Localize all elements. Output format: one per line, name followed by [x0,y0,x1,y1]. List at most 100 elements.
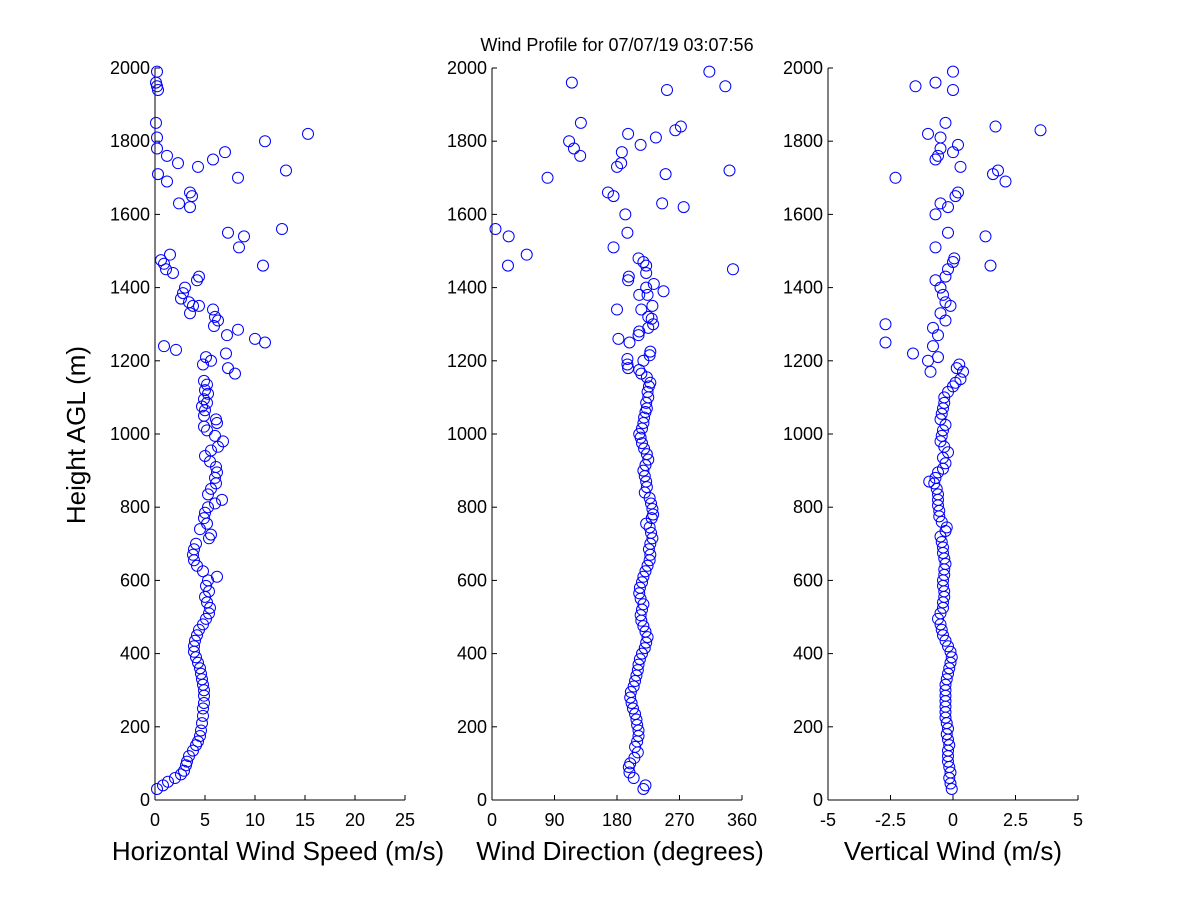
data-point-speed [204,601,216,614]
data-point-direction [632,329,645,342]
data-point-direction [489,223,502,236]
data-point-direction [644,345,657,358]
data-point-vertical [939,296,952,309]
x-axis-label-direction: Wind Direction (degrees) [476,836,764,866]
y-tick-label-vertical: 400 [793,644,823,664]
x-tick-label-speed: 20 [345,810,365,830]
data-point-speed [188,543,200,556]
y-tick-label-speed: 200 [120,717,150,737]
data-point-direction [574,149,587,162]
data-point-direction [646,299,659,312]
data-point-speed [161,149,173,162]
data-point-speed [175,292,187,305]
data-point-speed [169,772,181,785]
data-point-vertical [950,362,963,375]
data-point-speed [209,310,221,323]
x-tick-label-vertical: -2.5 [875,810,906,830]
data-point-vertical [907,347,919,360]
data-point-vertical [889,171,902,184]
data-point-direction [624,691,637,704]
data-point-vertical [954,160,967,173]
data-point-speed [222,362,234,375]
x-axis-label-speed: Horizontal Wind Speed (m/s) [112,836,444,866]
data-point-speed [167,266,179,279]
y-tick-label-vertical: 200 [793,717,823,737]
x-tick-label-speed: 25 [395,810,415,830]
data-point-vertical [942,226,954,239]
data-point-direction [641,559,654,572]
x-tick-label-direction: 180 [602,810,632,830]
data-point-speed [201,396,213,409]
data-point-direction [674,120,687,133]
data-point-direction [638,442,651,455]
data-point-vertical [940,673,953,686]
data-point-speed [201,378,213,391]
data-point-direction [639,779,652,792]
data-point-speed [192,656,204,669]
data-point-direction [615,146,628,159]
data-point-speed [210,413,222,426]
data-point-vertical [934,131,947,144]
data-point-direction [657,285,670,298]
data-point-direction [633,428,646,440]
y-tick-label-vertical: 1400 [783,278,823,298]
data-point-vertical [952,138,964,151]
y-tick-label-direction: 200 [457,717,487,737]
data-point-direction [624,686,637,699]
y-tick-label-speed: 1200 [110,351,150,371]
data-point-speed [199,506,211,519]
data-point-direction [656,197,669,210]
x-tick-label-direction: 270 [664,810,694,830]
data-point-vertical [935,515,948,528]
data-point-direction [627,680,640,693]
data-point-vertical [937,629,949,642]
y-tick-label-speed: 0 [140,790,150,810]
x-tick-label-speed: 10 [245,810,265,830]
data-point-direction [629,740,642,753]
data-point-direction [641,631,654,644]
data-point-direction [607,190,620,203]
data-point-vertical [879,336,892,349]
data-point-speed [189,634,201,647]
data-point-vertical [934,435,947,448]
data-point-speed [219,146,231,159]
data-point-vertical [943,739,956,752]
data-point-vertical [942,722,954,735]
figure-title: Wind Profile for 07/07/19 03:07:56 [480,35,753,55]
data-point-speed [179,281,191,294]
data-point-speed [192,160,204,173]
data-point-vertical [929,76,942,89]
data-point-direction [638,411,651,424]
y-tick-label-direction: 2000 [447,58,487,78]
data-point-speed [187,299,199,312]
data-point-speed [162,775,174,788]
y-tick-label-speed: 400 [120,644,150,664]
data-point-vertical [932,149,944,162]
panel-direction: 0 200 400 600 800 1000 1200 1400 1600 1800 2000 0 90… [447,58,764,866]
y-axis-label: Height AGL (m) [61,346,91,524]
data-point-speed [200,351,212,364]
data-point-direction [641,385,654,398]
data-point-speed [198,374,210,387]
data-point-speed [198,512,210,525]
data-point-direction [642,310,655,323]
data-point-speed [198,409,210,422]
data-point-speed [232,171,244,184]
y-tick-label-direction: 600 [457,570,487,590]
data-point-direction [677,201,690,214]
data-point-vertical [939,557,952,570]
x-tick-label-vertical: -5 [820,810,836,830]
y-tick-label-speed: 1800 [110,131,150,151]
data-point-direction [636,576,648,589]
data-point-vertical [944,766,957,779]
data-point-speed [178,764,190,777]
data-point-speed [172,157,184,170]
data-point-direction [626,702,639,715]
data-point-direction [502,230,515,243]
data-point-speed [173,197,185,210]
data-point-direction [622,274,635,287]
data-point-direction [637,255,650,268]
data-point-speed [259,135,271,148]
data-point-vertical [942,667,954,680]
data-point-vertical [924,365,937,378]
